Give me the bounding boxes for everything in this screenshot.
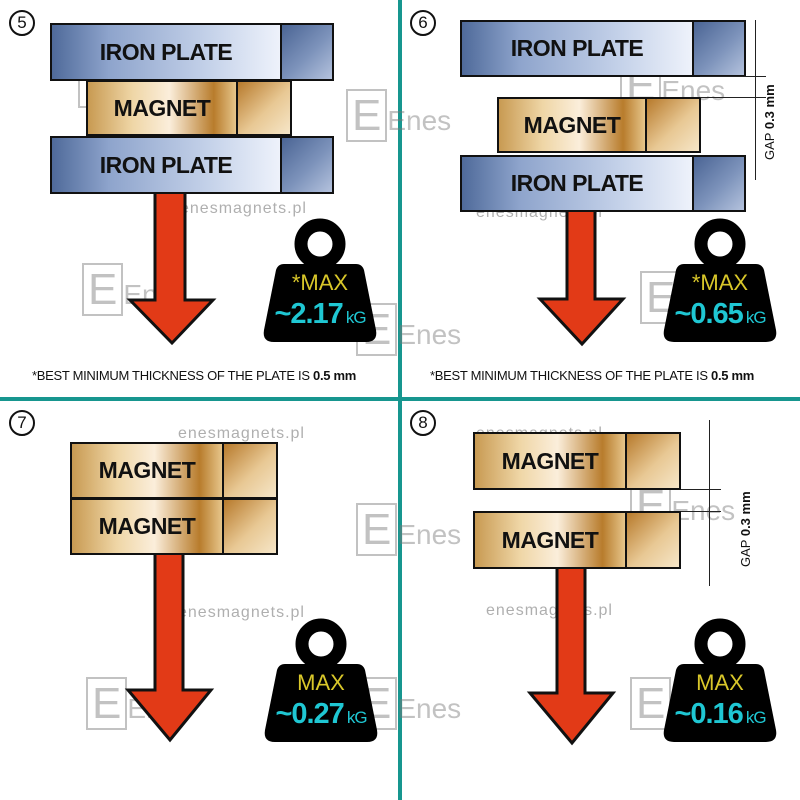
weight-icon — [263, 218, 377, 342]
gap-label: GAP 0.3 mm — [738, 491, 753, 567]
panel-number: 8 — [410, 410, 436, 436]
max-label: MAX — [297, 670, 345, 695]
weight-badge: MAX ~0.16 kG — [662, 618, 778, 744]
footnote: *BEST MINIMUM THICKNESS OF THE PLATE IS … — [32, 368, 357, 383]
watermark-url: enesmagnets.pl — [180, 200, 307, 217]
weight-badge: *MAX ~0.65 kG — [662, 218, 778, 344]
iron-plate-bottom: IRON PLATE — [50, 136, 334, 194]
max-force-value: ~0.16 kG — [674, 698, 766, 730]
gap-extension-line — [700, 97, 766, 98]
magnet-top: MAGNET — [473, 432, 681, 490]
gap-dimension-line — [755, 20, 756, 180]
horizontal-divider — [0, 397, 800, 401]
footnote: *BEST MINIMUM THICKNESS OF THE PLATE IS … — [430, 368, 755, 383]
panel-number: 7 — [9, 410, 35, 436]
force-arrow — [126, 190, 217, 346]
iron-plate-bottom: IRON PLATE — [460, 155, 746, 212]
gap-extension-line — [681, 511, 721, 512]
force-arrow — [536, 207, 627, 347]
gap-extension-line — [700, 76, 766, 77]
gap-extension-line — [681, 489, 721, 490]
force-arrow — [124, 550, 215, 743]
weight-icon — [264, 618, 378, 742]
iron-plate-top: IRON PLATE — [50, 23, 334, 81]
magnet-top: MAGNET — [70, 442, 278, 499]
iron-plate-top: IRON PLATE — [460, 20, 746, 77]
max-force-value: ~0.65 kG — [674, 298, 766, 330]
magnet-bottom: MAGNET — [473, 511, 681, 569]
panel-number: 5 — [9, 10, 35, 36]
weight-icon — [663, 618, 777, 742]
watermark-url: enesmagnets.pl — [178, 425, 305, 442]
weight-badge: *MAX ~2.17 kG — [262, 218, 378, 344]
panel-number: 6 — [410, 10, 436, 36]
gap-label: GAP 0.3 mm — [762, 84, 777, 160]
gap-dimension-line — [709, 420, 710, 586]
magnet-bottom: MAGNET — [70, 498, 278, 555]
magnet: MAGNET — [497, 97, 701, 153]
max-label: MAX — [696, 670, 744, 695]
max-label: *MAX — [291, 270, 349, 295]
max-label: *MAX — [691, 270, 749, 295]
max-force-value: ~0.27 kG — [275, 698, 367, 730]
weight-icon — [663, 218, 777, 342]
max-force-value: ~2.17 kG — [274, 298, 366, 330]
watermark-url: enesmagnets.pl — [178, 604, 305, 621]
magnet: MAGNET — [86, 80, 292, 136]
weight-badge: MAX ~0.27 kG — [263, 618, 379, 744]
force-arrow — [526, 565, 617, 746]
